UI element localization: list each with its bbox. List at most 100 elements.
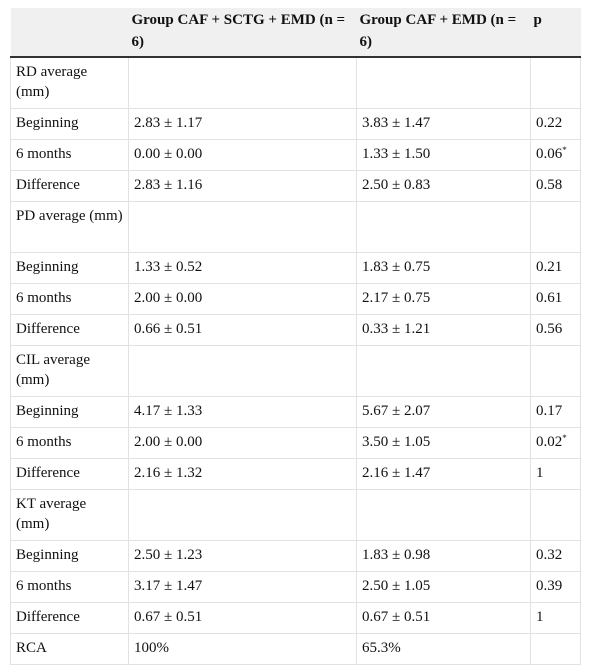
table-cell: 2.50 ± 1.23 [128,540,357,572]
cell-text: 2.00 ± 0.00 [134,290,203,306]
cell-text: 1.83 ± 0.75 [362,259,431,275]
table-row: Beginning 2.50 ± 1.23 1.83 ± 0.98 0.32 [10,540,581,572]
table-cell: 0.22 [530,108,581,140]
table-row: Difference 0.66 ± 0.51 0.33 ± 1.21 0.56 [10,314,581,346]
table-cell: 3.17 ± 1.47 [128,571,357,603]
table-cell: Difference [10,170,129,202]
table-row: CIL average (mm) [10,345,581,397]
table-cell: 1 [530,458,581,490]
cell-text: 6 months [16,578,72,594]
table-cell: 0.33 ± 1.21 [356,314,531,346]
cell-text: 100% [134,640,169,656]
table-row: Difference 2.16 ± 1.32 2.16 ± 1.47 1 [10,458,581,490]
cell-text: PD average (mm) [16,208,123,224]
header-cell: Group CAF + EMD (n = 6) [356,8,531,58]
cell-text: 0.33 ± 1.21 [362,321,431,337]
cell-text: 2.50 ± 1.23 [134,547,203,563]
cell-text: 2.16 ± 1.32 [134,465,203,481]
table-cell: 1.83 ± 0.98 [356,540,531,572]
table-cell: 4.17 ± 1.33 [128,396,357,428]
table-cell: 1.33 ± 1.50 [356,139,531,171]
table-row: Beginning 2.83 ± 1.17 3.83 ± 1.47 0.22 [10,108,581,140]
cell-text: 0.39 [536,578,563,594]
header-cell [10,8,129,58]
table-cell: 2.83 ± 1.17 [128,108,357,140]
table-cell [530,201,581,253]
table-cell: 0.67 ± 0.51 [128,602,357,634]
table-cell [530,345,581,397]
table-cell: 0.61 [530,283,581,315]
table-cell: 0.21 [530,252,581,284]
cell-text: Difference [16,177,80,193]
table-cell: 0.67 ± 0.51 [356,602,531,634]
cell-text: 0.58 [536,177,563,193]
table-cell: 0.06* [530,139,581,171]
table-cell: RCA [10,633,129,665]
cell-text: 0.66 ± 0.51 [134,321,203,337]
cell-text: 0.67 ± 0.51 [362,609,431,625]
table-cell: Difference [10,314,129,346]
cell-text: 2.50 ± 0.83 [362,177,431,193]
cell-text: Difference [16,321,80,337]
cell-text: 1.33 ± 0.52 [134,259,203,275]
table-cell: 2.50 ± 1.05 [356,571,531,603]
table-cell: KT average (mm) [10,489,129,541]
cell-text: RD average (mm) [16,64,88,100]
cell-text: 0.67 ± 0.51 [134,609,203,625]
table-row: 6 months 2.00 ± 0.00 2.17 ± 0.75 0.61 [10,283,581,315]
cell-text: 0.61 [536,290,563,306]
table-cell [530,489,581,541]
table-cell: 2.00 ± 0.00 [128,427,357,459]
table-cell [128,201,357,253]
cell-text: RCA [16,640,47,656]
table-cell: 0.02* [530,427,581,459]
table-row: 6 months 2.00 ± 0.00 3.50 ± 1.05 0.02* [10,427,581,459]
cell-text: 1.83 ± 0.98 [362,547,431,563]
cell-text: 1 [536,609,544,625]
cell-text: 65.3% [362,640,401,656]
cell-text: 0.06 [536,146,563,162]
table-cell: Beginning [10,540,129,572]
table-cell: Difference [10,602,129,634]
table-cell: CIL average (mm) [10,345,129,397]
table-cell: 0.66 ± 0.51 [128,314,357,346]
table-cell [530,633,581,665]
cell-text: 2.50 ± 1.05 [362,578,431,594]
cell-text: 6 months [16,146,72,162]
cell-text: Beginning [16,259,79,275]
table-cell: 2.16 ± 1.32 [128,458,357,490]
cell-text: 2.83 ± 1.17 [134,115,203,131]
table-cell: 3.83 ± 1.47 [356,108,531,140]
cell-text: 2.83 ± 1.16 [134,177,203,193]
cell-text: 1 [536,465,544,481]
table-row: Beginning 4.17 ± 1.33 5.67 ± 2.07 0.17 [10,396,581,428]
table-cell: 0.32 [530,540,581,572]
table-cell: 3.50 ± 1.05 [356,427,531,459]
table-row: KT average (mm) [10,489,581,541]
table-row: RD average (mm) [10,56,581,109]
table-row: 6 months 0.00 ± 0.00 1.33 ± 1.50 0.06* [10,139,581,171]
cell-text: Difference [16,609,80,625]
cell-text: Difference [16,465,80,481]
table-cell: 2.00 ± 0.00 [128,283,357,315]
cell-text: Beginning [16,115,79,131]
table-cell: Beginning [10,108,129,140]
table-cell: 65.3% [356,633,531,665]
table-cell: 6 months [10,427,129,459]
table-cell: 1.83 ± 0.75 [356,252,531,284]
table-cell: RD average (mm) [10,56,129,109]
table-row: Beginning 1.33 ± 0.52 1.83 ± 0.75 0.21 [10,252,581,284]
cell-text: 5.67 ± 2.07 [362,403,431,419]
table-cell: 0.39 [530,571,581,603]
cell-text: 2.00 ± 0.00 [134,434,203,450]
table-cell: PD average (mm) [10,201,129,253]
table-cell [356,345,531,397]
cell-text: KT average (mm) [16,496,87,532]
cell-text: 3.17 ± 1.47 [134,578,203,594]
cell-text: 0.56 [536,321,563,337]
cell-text: 6 months [16,290,72,306]
table-row: Difference 0.67 ± 0.51 0.67 ± 0.51 1 [10,602,581,634]
cell-text: 0.32 [536,547,563,563]
table-cell [356,56,531,109]
table-cell [356,489,531,541]
